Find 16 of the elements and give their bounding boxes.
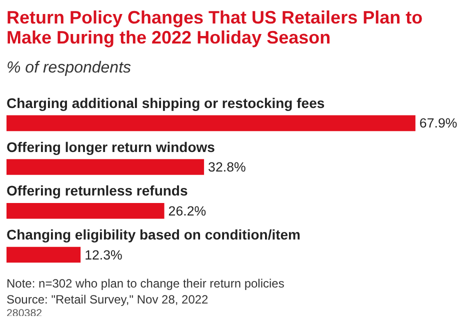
y-tick-label: Changing eligibility based on condition/item xyxy=(6,226,301,242)
bar xyxy=(6,246,81,263)
text: Note: n=302 who plan to change their return policies xyxy=(6,276,284,290)
y-tick-label: Charging additional shipping or restocking fees xyxy=(6,94,325,111)
bar xyxy=(6,159,204,175)
chart-subtitle: % of respondents xyxy=(6,60,132,76)
chart-title: Return Policy Changes That US Retailers Plan to Make During the 2022 Holiday Season xyxy=(6,8,423,48)
bar xyxy=(6,203,164,219)
data-label: 67.9% xyxy=(419,116,458,131)
source-note: Source: "Retail Survey," Nov 28, 2022 xyxy=(6,292,209,306)
data-label: 32.8% xyxy=(208,160,246,175)
bar xyxy=(6,115,416,132)
y-tick-label: Offering returnless refunds xyxy=(6,182,188,199)
data-label: 26.2% xyxy=(168,203,206,218)
data-label: 12.3% xyxy=(84,247,123,262)
y-tick-label: Offering longer return windows xyxy=(6,138,216,155)
